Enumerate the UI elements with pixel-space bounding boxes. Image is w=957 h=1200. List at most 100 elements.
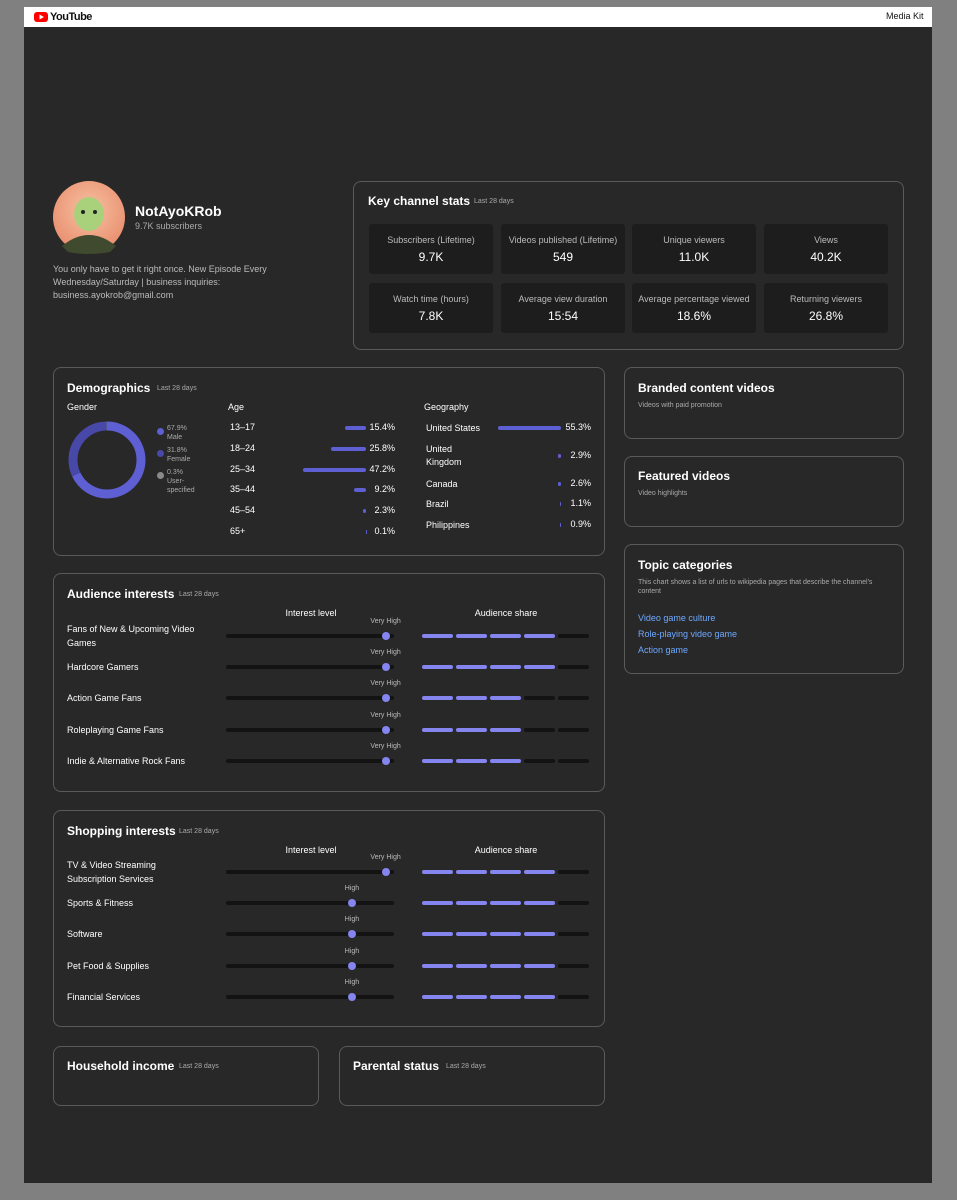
stat-label: Unique viewers [663,235,725,245]
topic-link[interactable]: Action game [638,645,689,655]
country-label: Brazil [426,499,449,509]
slider-track [226,634,394,638]
age-label: 13–17 [230,422,256,432]
share-segment [524,870,555,874]
share-segment [558,634,589,638]
age-value: 25.8% [369,442,395,453]
slider-knob [381,868,390,876]
share-segment [524,728,555,732]
share-segment [558,696,589,700]
slider-track [226,870,394,874]
stat-value: 11.0K [678,250,710,264]
share-segment [456,964,487,968]
legend-label: User-specified [167,478,195,495]
geo-bar [558,482,561,486]
stat-label: Average view duration [518,294,608,304]
slider-knob [348,993,356,1001]
column-header: Interest level [285,845,337,855]
interest-name: Financial Services [67,992,141,1002]
interest-level: Very High [370,743,401,750]
key-stats-card [353,181,904,350]
stat-tile [632,224,756,274]
stat-label: Watch time (hours) [393,294,469,304]
share-segment [558,964,589,968]
share-segment [422,634,453,638]
share-segment [490,728,521,732]
share-segment [558,728,589,732]
legend-value: 31.8% [167,447,187,454]
topic-link[interactable]: Role-playing video game [638,629,738,639]
age-label: 45–54 [230,505,256,516]
share-segment [456,728,487,732]
share-segment [524,759,555,763]
slider-knob [381,663,390,671]
share-segment [524,964,555,968]
stat-value: 26.8% [808,309,844,323]
country-label: Canada [426,479,458,489]
interest-level: Very High [370,618,401,625]
slider-track [226,665,394,669]
age-value: 15.4% [369,422,395,432]
geo-bar [497,426,561,430]
stat-tile [501,224,625,274]
age-label: 25–34 [230,463,256,474]
age-label: 65+ [230,526,246,536]
card-title: Audience interests [67,587,175,601]
slider-track [226,932,394,936]
slider-knob [348,930,356,938]
stat-label: Returning viewers [789,294,863,304]
card-title: Branded content videos [638,381,775,395]
share-segment [524,932,555,936]
stat-tile [632,283,756,333]
stat-value: 549 [552,250,574,264]
slider-track [226,696,394,700]
legend-value: 0.3% [167,469,183,476]
gender-arc [68,421,146,499]
share-segment [558,995,589,999]
stat-tile [369,224,493,274]
stat-label: Subscribers (Lifetime) [387,235,475,245]
branded-content-card [624,367,904,439]
parental-status-card [339,1046,605,1106]
geo-bar [557,454,561,458]
share-segment [456,634,487,638]
card-subtitle: Video highlights [638,490,688,497]
share-segment [456,870,487,874]
demographics-card [53,367,605,556]
country-label: Philippines [426,520,470,530]
age-bar [331,446,366,451]
card-period: Last 28 days [157,385,197,392]
stat-value: 40.2K [810,250,842,264]
country-label: United States [426,423,481,433]
slider-knob [381,632,390,640]
section-label: Age [228,402,245,412]
share-segment [558,759,589,763]
geo-value: 0.9% [570,519,591,529]
stat-value: 15:54 [547,309,579,323]
interest-name: Pet Food & Supplies [67,961,150,971]
interest-name: Action Game Fans [67,693,142,703]
share-segment [524,901,555,905]
card-subtitle: This chart shows a list of urls to wikip… [638,579,873,596]
slider-knob [348,962,356,970]
slider-knob [381,694,390,702]
card-title: Demographics [67,381,151,395]
interest-level: High [344,948,360,955]
interest-name: Software [67,929,103,939]
share-segment [558,932,589,936]
stat-tile [764,283,888,333]
card-period: Last 28 days [179,591,219,598]
column-header: Audience share [474,845,538,855]
slider-knob [381,757,390,765]
geo-bar [559,502,561,506]
share-segment [490,932,521,936]
slider-track [226,964,394,968]
interest-name: TV & Video Streaming Subscription Servic… [67,860,156,885]
age-value: 2.3% [374,505,395,516]
legend-value: 67.9% [167,425,187,432]
share-segment [490,870,521,874]
age-value: 47.2% [369,463,395,474]
gender-donut [68,421,146,499]
topic-link[interactable]: Video game culture [638,613,716,623]
geo-value: 2.9% [570,450,591,460]
